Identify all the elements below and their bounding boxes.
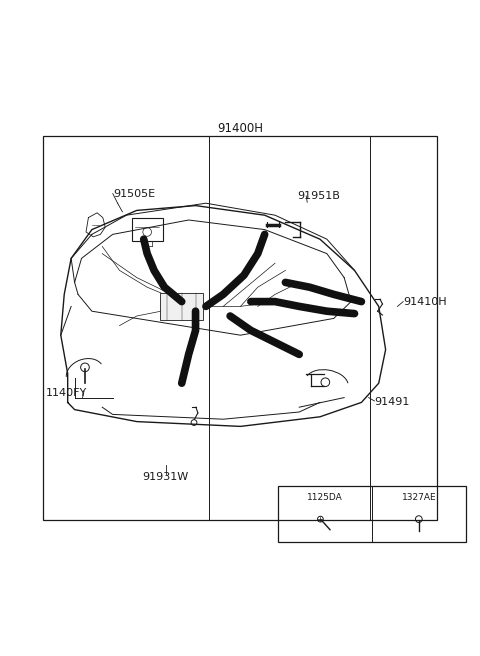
Text: 91400H: 91400H: [217, 122, 263, 135]
Text: 91951B: 91951B: [298, 191, 340, 201]
Text: 91410H: 91410H: [403, 297, 447, 306]
Text: 1125DA: 1125DA: [307, 493, 343, 502]
Bar: [278, 486, 466, 542]
Text: 1140FY: 1140FY: [46, 388, 87, 398]
Bar: [132, 218, 163, 241]
Text: 91491: 91491: [374, 398, 410, 407]
Bar: [160, 293, 204, 319]
Text: 91931W: 91931W: [143, 472, 189, 482]
Text: 91505E: 91505E: [113, 189, 155, 199]
Text: 1327AE: 1327AE: [401, 493, 436, 502]
Bar: [43, 136, 437, 520]
